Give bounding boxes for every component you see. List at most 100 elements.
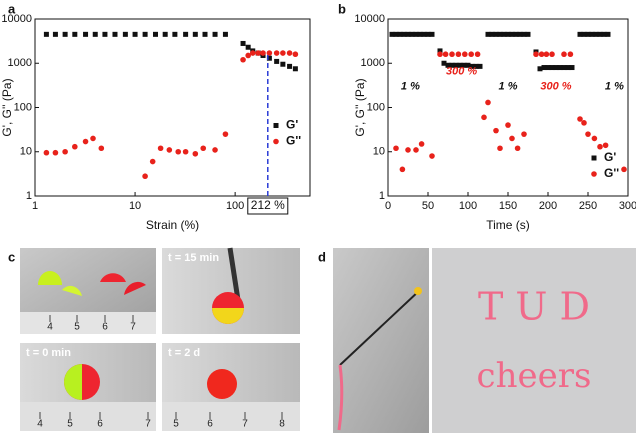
data-point [192, 150, 199, 157]
data-point [453, 62, 459, 68]
data-point [52, 149, 59, 156]
data-point [286, 50, 293, 56]
data-point [605, 31, 611, 37]
annotation: 212 % [251, 198, 285, 212]
x-tick-label: 50 [422, 200, 434, 212]
data-point [477, 63, 483, 69]
annotation: 1 % [499, 80, 518, 92]
data-point [202, 31, 208, 37]
data-point [581, 120, 587, 126]
ruler-number: 6 [207, 419, 213, 430]
data-point [200, 145, 207, 152]
x-tick-label: 300 [619, 200, 636, 212]
data-point [545, 65, 551, 71]
hydrogel [64, 364, 82, 400]
data-point [212, 31, 218, 37]
y-axis-title: G', G'' (Pa) [0, 78, 14, 136]
hydrogel [212, 308, 244, 324]
data-point [541, 65, 547, 71]
data-point [413, 31, 419, 37]
data-point [157, 145, 164, 152]
data-point [517, 31, 523, 37]
annotation: 1 % [605, 80, 624, 92]
data-point [172, 31, 178, 37]
data-point [505, 122, 511, 128]
data-point [425, 31, 431, 37]
data-point [429, 153, 435, 159]
filament [337, 364, 344, 431]
legend-label: G'' [604, 166, 619, 180]
y-axis-title: G', G'' (Pa) [353, 78, 367, 136]
y-tick-label: 1 [26, 190, 32, 202]
y-tick-label: 1000 [361, 57, 385, 69]
x-axis-title: Strain (%) [146, 218, 199, 232]
hydrogel [38, 271, 62, 285]
data-point [485, 31, 491, 37]
data-point [429, 31, 435, 37]
y-tick-label: 10000 [1, 13, 32, 25]
data-point [493, 31, 499, 37]
data-point [497, 145, 503, 152]
hydrogel [62, 285, 82, 296]
data-point [405, 147, 411, 153]
data-point [266, 50, 273, 56]
legend-label: G' [286, 118, 298, 132]
data-point [192, 31, 198, 37]
data-point [183, 31, 189, 37]
data-point [521, 131, 527, 137]
data-point [621, 166, 627, 173]
data-point [489, 31, 495, 37]
data-point [112, 31, 118, 37]
data-point [82, 138, 89, 145]
data-point [397, 31, 403, 37]
data-point [602, 142, 609, 149]
data-point [509, 135, 515, 142]
data-point [561, 65, 567, 71]
data-point [474, 51, 481, 58]
x-tick-label: 150 [499, 200, 517, 212]
y-tick-label: 1000 [8, 57, 32, 69]
plot-frame [387, 18, 629, 197]
data-point [577, 116, 583, 122]
data-point [557, 65, 563, 71]
data-point [417, 31, 423, 37]
annotation: 300 % [540, 80, 571, 92]
legend-marker [273, 123, 279, 128]
ruler-number: 4 [47, 322, 53, 333]
data-point [497, 31, 503, 37]
data-point [52, 31, 58, 37]
data-point [473, 63, 479, 69]
data-point [274, 58, 280, 64]
ruler [20, 312, 156, 334]
legend-marker [273, 138, 279, 145]
data-point [162, 31, 168, 37]
y-tick-label: 10000 [354, 13, 385, 25]
data-point [481, 114, 487, 121]
ruler-number: 5 [173, 419, 179, 430]
x-tick-label: 1 [32, 200, 38, 212]
hydrogel [124, 281, 146, 295]
data-point [255, 50, 261, 56]
data-point [521, 31, 527, 37]
tweezers [227, 247, 241, 301]
photo-caption: t = 0 min [26, 347, 71, 359]
data-point [182, 148, 189, 155]
data-point [43, 149, 50, 156]
data-point [585, 31, 591, 37]
data-point [437, 51, 443, 58]
photo-panel-c: c t = 15 min t = 0 min t = 2 d 4 5 6 7 4 5 6 7 5… [8, 247, 300, 431]
ruler-number: 8 [279, 419, 285, 430]
data-point [142, 173, 148, 180]
data-point [549, 65, 555, 71]
data-point [175, 148, 182, 155]
data-point [468, 51, 475, 58]
legend-marker [591, 155, 597, 161]
data-point [493, 127, 499, 134]
data-point [245, 44, 251, 50]
data-point [132, 31, 138, 37]
ruler-number: 7 [242, 419, 248, 430]
panel-label: a [8, 1, 16, 16]
photo [333, 248, 429, 433]
data-point [72, 143, 78, 150]
